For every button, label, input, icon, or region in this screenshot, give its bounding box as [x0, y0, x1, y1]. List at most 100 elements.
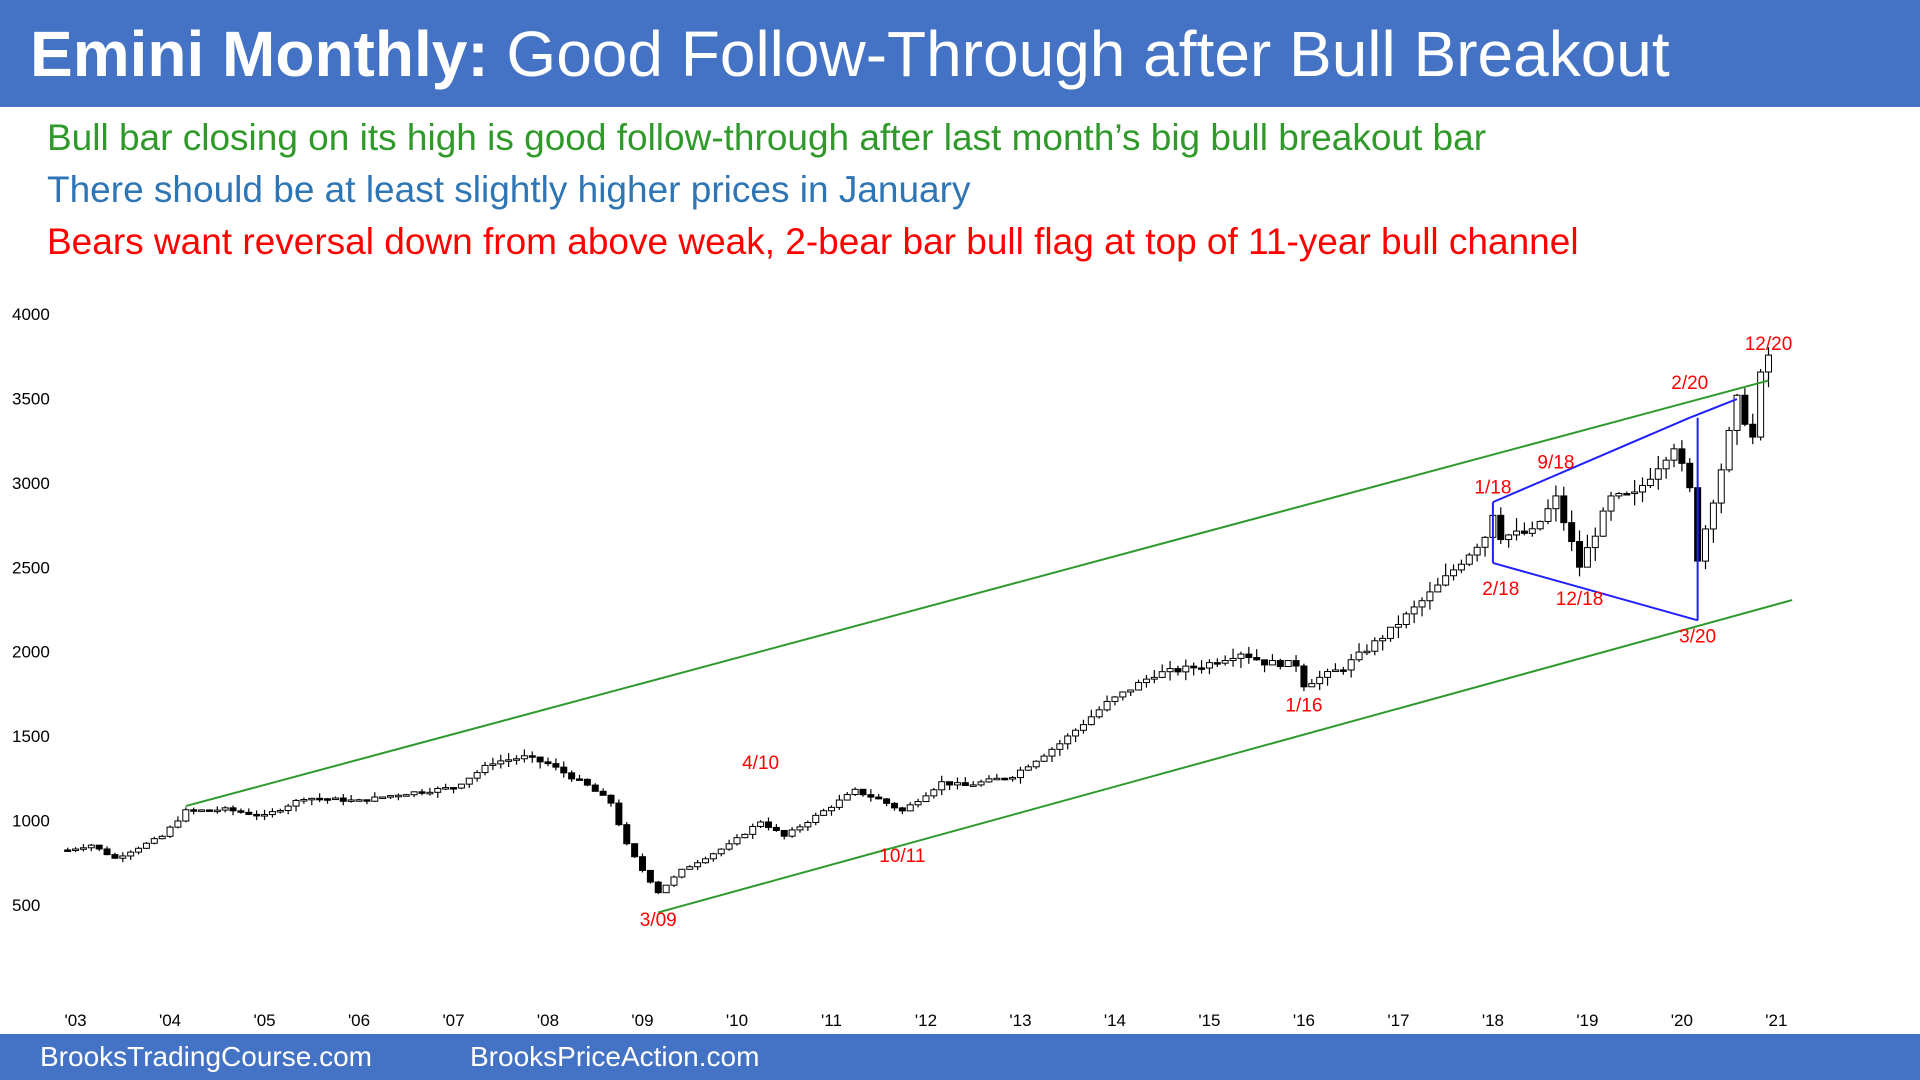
bull-candle [221, 807, 229, 811]
bull-candle [1032, 760, 1040, 768]
bull-candle [1662, 459, 1670, 470]
bear-candle [599, 790, 607, 796]
bull-candle [1229, 657, 1237, 662]
bull-candle [1473, 546, 1481, 556]
bull-candle [906, 804, 914, 812]
bull-candle [835, 799, 843, 808]
bull-candle [1347, 659, 1355, 671]
bear-candle [890, 802, 898, 809]
y-tick-label: 1500 [12, 727, 50, 746]
bull-candle [1072, 729, 1080, 737]
bull-candle [1079, 724, 1087, 731]
bull-candle [520, 755, 528, 760]
bull-candle [1583, 547, 1591, 568]
bear-candle [591, 784, 599, 792]
x-tick-label: '08 [537, 1011, 559, 1030]
bull-candle [1355, 651, 1363, 661]
x-tick-label: '09 [631, 1011, 653, 1030]
bear-candle [316, 797, 324, 801]
bull-candle [1331, 669, 1339, 673]
bull-candle [1442, 575, 1450, 586]
bear-candle [576, 778, 584, 781]
bear-candle [237, 810, 245, 813]
bull-candle [1450, 569, 1458, 577]
bear-candle [1300, 665, 1308, 688]
bear-candle [103, 848, 111, 856]
footer-banner [0, 1034, 1920, 1080]
bear-candle [1276, 660, 1284, 668]
bull-candle [1009, 777, 1017, 780]
bear-candle [646, 869, 654, 883]
bull-candle [79, 847, 87, 850]
bull-candle [135, 847, 143, 853]
bull-candle [749, 825, 757, 835]
bull-candle [355, 799, 363, 802]
bull-candle [1646, 478, 1654, 487]
bull-candle [261, 814, 269, 817]
bull-candle [1709, 502, 1717, 530]
bull-candle [1552, 495, 1560, 510]
bull-candle [1268, 660, 1276, 666]
date-annotation: 4/10 [742, 753, 779, 774]
bear-candle [898, 807, 906, 812]
bull-candle [371, 796, 379, 802]
bear-candle [1623, 493, 1631, 496]
bull-candle [827, 806, 835, 812]
bull-candle [276, 809, 284, 813]
bear-candle [961, 782, 969, 787]
bear-candle [638, 856, 646, 871]
bull-candle [1127, 689, 1135, 693]
date-annotation: 3/20 [1679, 626, 1716, 647]
bear-candle [544, 761, 552, 765]
bull-candle [1607, 495, 1615, 512]
bull-candle [1040, 755, 1048, 762]
bull-candle [442, 787, 450, 790]
bull-candle [1434, 584, 1442, 593]
x-tick-label: '04 [159, 1011, 181, 1030]
bull-candle [1221, 660, 1229, 664]
bull-candle [1056, 743, 1064, 750]
footer-left-link[interactable]: BrooksTradingCourse.com [40, 1041, 372, 1072]
bull-candle [1316, 676, 1324, 685]
bull-candle [150, 838, 158, 844]
bull-candle [678, 868, 686, 878]
y-tick-label: 1000 [12, 812, 50, 831]
bear-candle [229, 807, 237, 812]
bull-candle [457, 783, 465, 789]
bear-candle [764, 821, 772, 828]
y-tick-label: 3500 [12, 389, 50, 408]
x-tick-label: '18 [1482, 1011, 1504, 1030]
title-banner [0, 0, 1920, 107]
bull-candle [394, 794, 402, 798]
bull-candle [930, 789, 938, 797]
bull-candle [938, 781, 946, 791]
commentary-line-blue: There should be at least slightly higher… [47, 169, 971, 210]
bear-candle [1741, 394, 1749, 425]
bear-candle [883, 798, 891, 804]
y-tick-label: 500 [12, 896, 40, 915]
bull-candle [1387, 626, 1395, 639]
commentary-line-red: Bears want reversal down from above weak… [47, 221, 1579, 262]
y-tick-label: 2000 [12, 643, 50, 662]
bear-candle [253, 813, 261, 817]
chart-title: Emini Monthly: Good Follow-Through after… [30, 10, 1670, 98]
bull-candle [977, 781, 985, 786]
x-tick-label: '14 [1104, 1011, 1126, 1030]
x-tick-label: '03 [64, 1011, 86, 1030]
bull-candle [1631, 491, 1639, 495]
bull-candle [300, 799, 308, 802]
bear-candle [1261, 659, 1269, 666]
bear-candle [528, 755, 536, 758]
bear-candle [1576, 541, 1584, 568]
x-tick-label: '19 [1576, 1011, 1598, 1030]
bull-candle [843, 794, 851, 801]
bear-candle [1253, 657, 1261, 661]
bull-candle [198, 809, 206, 812]
bear-candle [780, 829, 788, 837]
footer-right-link[interactable]: BrooksPriceAction.com [470, 1041, 760, 1072]
bull-candle [1150, 676, 1158, 680]
bull-candle [1135, 682, 1143, 691]
bull-candle [1024, 766, 1032, 771]
bear-candle [623, 824, 631, 845]
trendline-triangle-top [1492, 416, 1691, 504]
